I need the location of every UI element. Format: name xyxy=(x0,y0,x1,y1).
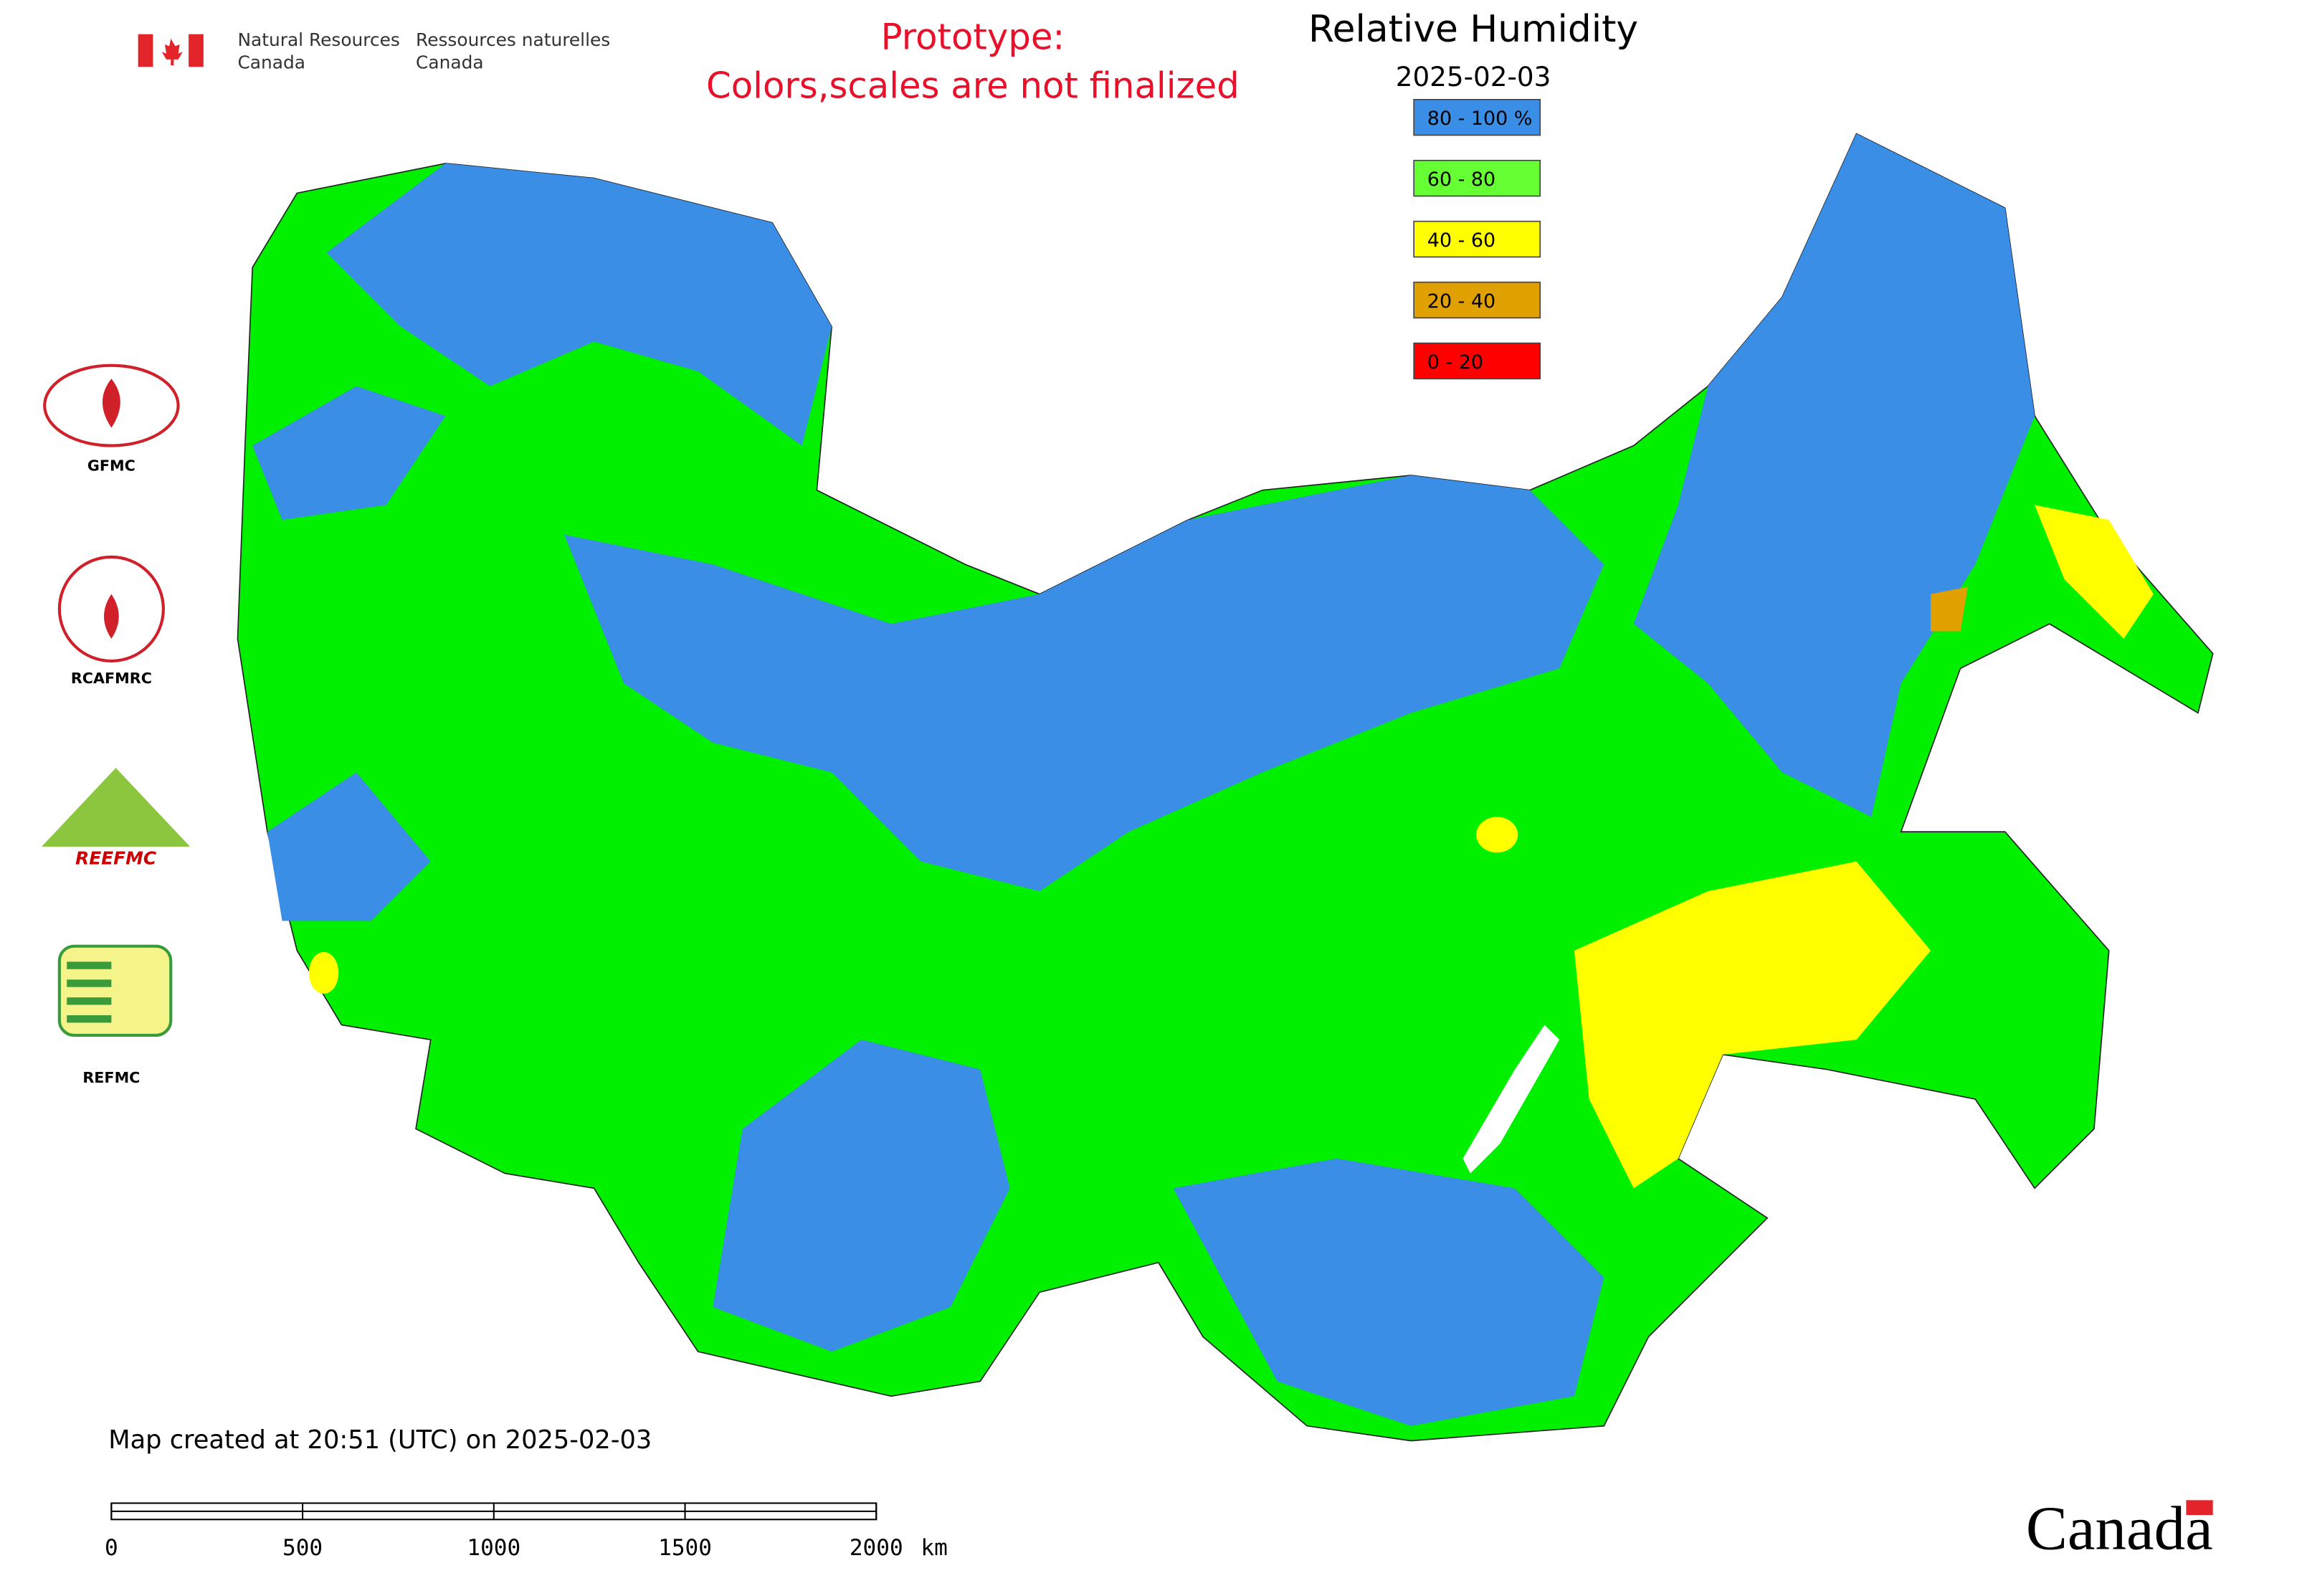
logo-flame xyxy=(104,594,119,639)
legend-swatch xyxy=(1413,159,1541,197)
humidity-zone xyxy=(1173,1158,1604,1426)
logo-rcafmrc xyxy=(57,555,165,662)
map-footer: Map created at 20:51 (UTC) on 2025-02-03 xyxy=(108,1425,652,1455)
humidity-zone xyxy=(1574,861,1931,1189)
humidity-zone xyxy=(564,475,1604,891)
scale-label: 2000 xyxy=(850,1535,903,1561)
logo-label: REEFMC xyxy=(75,848,156,869)
humidity-zone xyxy=(2035,505,2154,639)
scale-bar: 0 500 1000 1500 2000 km xyxy=(105,1502,948,1561)
scale-label: 0 xyxy=(105,1535,118,1561)
humidity-zone xyxy=(1931,586,1968,632)
humidity-zone xyxy=(267,772,431,921)
legend: 80 - 100 % 60 - 80 40 - 60 20 - 40 0 - 20 xyxy=(1413,98,1541,380)
gov-signature: Natural Resources Canada Ressources natu… xyxy=(138,29,610,72)
notice: Colors,scales are not finalized xyxy=(706,65,1240,107)
dept-en: Natural Resources xyxy=(237,29,399,50)
legend-swatch xyxy=(1413,220,1541,258)
legend-swatch xyxy=(1413,98,1541,136)
humidity-zone xyxy=(1476,817,1518,853)
dept-fr: Canada xyxy=(416,52,484,72)
dept-fr: Ressources naturelles xyxy=(416,29,610,50)
lake xyxy=(1462,1025,1560,1174)
map-area xyxy=(237,133,2214,1442)
humidity-zone xyxy=(308,951,339,994)
map-date: 2025-02-03 xyxy=(1396,61,1551,92)
map-title: Relative Humidity xyxy=(1308,8,1638,51)
legend-label: 20 - 40 xyxy=(1427,290,1495,313)
maple-leaf xyxy=(161,38,183,66)
flag-bar xyxy=(189,34,204,67)
logo-reefmc xyxy=(42,768,191,847)
humidity-zone xyxy=(713,1040,1010,1352)
humidity-zone xyxy=(326,163,832,446)
logo-flame xyxy=(102,379,120,428)
legend-swatch xyxy=(1413,342,1541,380)
logo-label: GFMC xyxy=(87,457,135,475)
flag-bar xyxy=(138,34,153,67)
logo-stripes xyxy=(67,961,112,1023)
logo-label: REFMC xyxy=(82,1069,140,1086)
humidity-zone xyxy=(252,386,446,521)
notice: Prototype: xyxy=(881,16,1065,57)
legend-label: 80 - 100 % xyxy=(1427,108,1533,130)
scale-label: 500 xyxy=(282,1535,323,1561)
dept-en: Canada xyxy=(237,52,305,72)
legend-label: 0 - 20 xyxy=(1427,351,1483,374)
canada-wordmark: Canada xyxy=(2026,1493,2213,1563)
scale-unit: km xyxy=(921,1535,947,1561)
logo-label: RCAFMRC xyxy=(71,670,152,687)
legend-swatch xyxy=(1413,281,1541,319)
scale-label: 1500 xyxy=(658,1535,712,1561)
legend-label: 60 - 80 xyxy=(1427,168,1495,191)
logos: GFMC RCAFMRC REEFMC REFMC xyxy=(42,364,191,1086)
humidity-zone xyxy=(1633,133,2035,817)
scale-label: 1000 xyxy=(467,1535,520,1561)
logo-gfmc xyxy=(43,364,180,447)
wordmark-flag xyxy=(2186,1500,2213,1516)
legend-label: 40 - 60 xyxy=(1427,229,1495,252)
